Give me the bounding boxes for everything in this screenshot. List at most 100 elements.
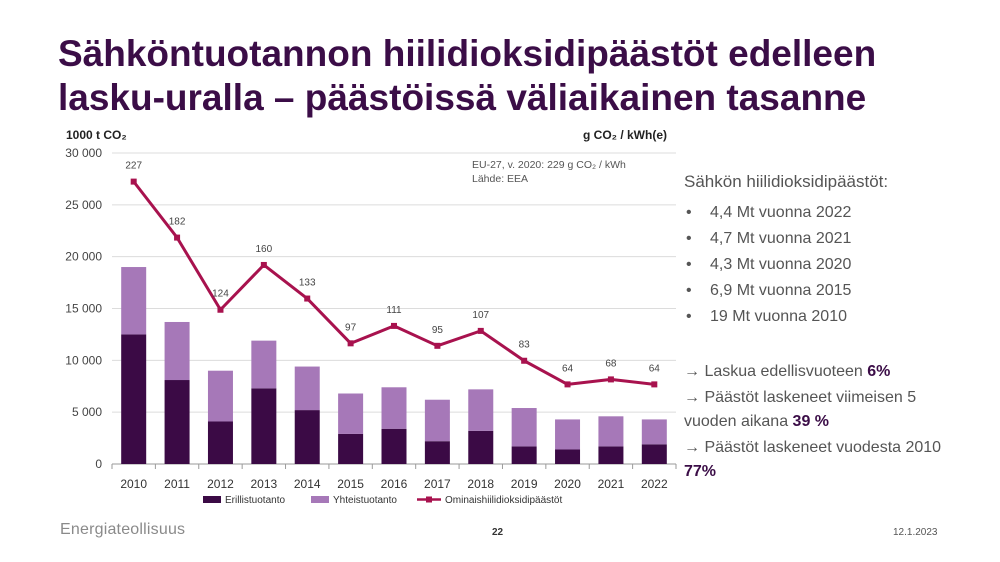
x-tick-label: 2013 — [250, 477, 277, 491]
line-point — [607, 376, 614, 383]
data-label: 227 — [125, 161, 142, 172]
bar-yhteistuotanto — [164, 321, 190, 381]
bar-erillistuotanto — [164, 380, 190, 464]
line-point — [130, 178, 137, 185]
x-tick-label: 2019 — [511, 477, 538, 491]
bar-yhteistuotanto — [641, 419, 667, 445]
y-tick-label: 25 000 — [65, 198, 102, 212]
line-point — [477, 327, 484, 334]
panel-heading: Sähkön hiilidioksidipäästöt: — [684, 172, 889, 191]
legend-line-marker — [426, 496, 432, 503]
line-point — [651, 381, 658, 388]
bar-erillistuotanto — [468, 430, 494, 464]
arrow-text: Laskua edellisvuoteen — [704, 363, 863, 380]
bar-erillistuotanto — [555, 449, 581, 464]
arrow-item: → Päästöt laskeneet vuodesta 2010 77% — [684, 436, 954, 484]
bar-yhteistuotanto — [381, 387, 407, 429]
arrow-value: 77% — [684, 463, 717, 480]
bar-erillistuotanto — [641, 444, 667, 464]
x-tick-label: 2021 — [598, 477, 625, 491]
x-tick-label: 2018 — [467, 477, 494, 491]
bullet-item: 4,4 Mt vuonna 2022 — [684, 200, 954, 226]
right-axis-unit: g CO₂ / kWh(e) — [583, 128, 667, 142]
left-axis-unit: 1000 t CO₂ — [66, 128, 127, 142]
y-tick-label: 5 000 — [72, 405, 102, 419]
data-label: 68 — [605, 358, 617, 369]
slide-title: Sähköntuotannon hiilidioksidipäästöt ede… — [58, 33, 877, 118]
x-tick-label: 2020 — [554, 477, 581, 491]
line-point — [260, 261, 267, 268]
data-label: 133 — [299, 278, 316, 289]
line-point — [347, 340, 354, 347]
bar-erillistuotanto — [598, 446, 624, 464]
y-tick-label: 20 000 — [65, 250, 102, 264]
y-tick-label: 30 000 — [65, 146, 102, 160]
x-tick-label: 2011 — [164, 477, 190, 491]
arrow-value: 39 % — [792, 413, 830, 430]
bar-erillistuotanto — [424, 441, 450, 464]
data-label: 124 — [212, 289, 229, 300]
bullet-item: 4,3 Mt vuonna 2020 — [684, 252, 954, 278]
arrow-icon: → — [684, 389, 700, 406]
line-point — [217, 306, 224, 313]
x-tick-label: 2016 — [381, 477, 408, 491]
bar-yhteistuotanto — [424, 399, 450, 442]
legend-swatch — [311, 496, 329, 503]
data-label: 160 — [256, 244, 273, 255]
x-tick-label: 2012 — [207, 477, 234, 491]
arrow-text: Päästöt laskeneet viimeisen 5 vuoden aik… — [684, 389, 917, 430]
line-point — [434, 342, 441, 349]
arrow-list: → Laskua edellisvuoteen 6% → Päästöt las… — [684, 360, 954, 484]
data-label: 95 — [432, 325, 444, 336]
y-tick-label: 0 — [95, 457, 102, 471]
bullet-item: 6,9 Mt vuonna 2015 — [684, 278, 954, 304]
line-point — [391, 322, 397, 329]
legend-label: Yhteistuotanto — [333, 495, 397, 506]
arrow-value: 6% — [867, 363, 891, 380]
bar-yhteistuotanto — [511, 408, 537, 447]
x-tick-label: 2014 — [294, 477, 321, 491]
data-label: 97 — [345, 322, 357, 333]
bar-yhteistuotanto — [207, 370, 233, 422]
chart-annotation: EU-27, v. 2020: 229 g CO₂ / kWh — [472, 159, 626, 171]
bar-erillistuotanto — [511, 446, 537, 464]
y-tick-label: 10 000 — [65, 353, 102, 367]
bar-yhteistuotanto — [338, 393, 364, 434]
x-tick-label: 2015 — [337, 477, 364, 491]
bullet-item: 19 Mt vuonna 2010 — [684, 304, 954, 330]
data-label: 83 — [519, 340, 531, 351]
bar-yhteistuotanto — [598, 416, 624, 447]
legend-label: Erillistuotanto — [225, 495, 285, 506]
bar-erillistuotanto — [207, 421, 233, 464]
slide-date: 12.1.2023 — [893, 527, 938, 538]
data-label: 107 — [472, 310, 489, 321]
bar-yhteistuotanto — [294, 366, 320, 411]
bar-yhteistuotanto — [251, 340, 277, 389]
x-tick-label: 2010 — [120, 477, 147, 491]
bar-erillistuotanto — [338, 433, 364, 464]
x-tick-label: 2022 — [641, 477, 668, 491]
legend-label: Ominaishiilidioksidipäästöt — [445, 495, 562, 506]
bar-erillistuotanto — [251, 388, 277, 464]
line-point — [174, 234, 181, 241]
arrow-item: → Laskua edellisvuoteen 6% — [684, 360, 954, 384]
data-label: 182 — [169, 217, 186, 228]
line-point — [304, 295, 311, 302]
bar-yhteistuotanto — [121, 267, 147, 335]
arrow-text: Päästöt laskeneet vuodesta 2010 — [704, 439, 942, 456]
data-label: 64 — [562, 363, 574, 374]
data-label: 111 — [386, 305, 402, 316]
legend-swatch — [203, 496, 221, 503]
y-tick-label: 15 000 — [65, 302, 102, 316]
emission-intensity-line — [132, 180, 655, 386]
line-point — [521, 357, 528, 364]
bar-erillistuotanto — [121, 334, 147, 464]
side-panel: Sähkön hiilidioksidipäästöt: 4,4 Mt vuon… — [684, 170, 954, 486]
bullet-item: 4,7 Mt vuonna 2021 — [684, 226, 954, 252]
bar-erillistuotanto — [294, 410, 320, 464]
page-number: 22 — [492, 527, 504, 538]
line-point — [564, 381, 571, 388]
bar-erillistuotanto — [381, 428, 407, 464]
arrow-icon: → — [684, 439, 700, 456]
